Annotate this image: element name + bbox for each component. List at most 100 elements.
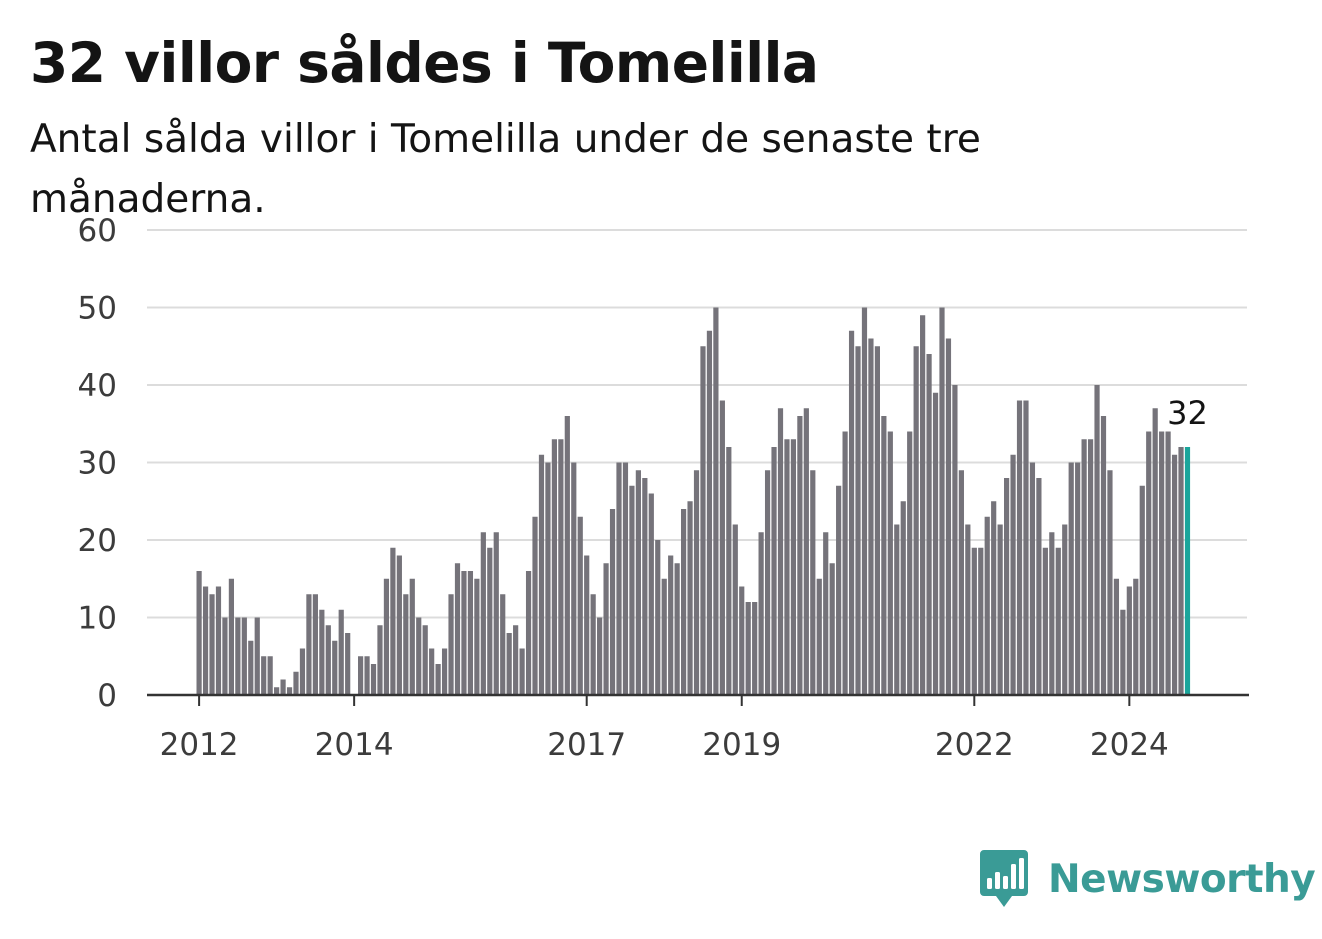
bar [584,555,590,695]
bar [655,540,661,695]
bar [674,563,680,695]
bar [519,648,525,695]
bar [454,563,461,695]
bar [364,656,370,695]
chart-title: 32 villor såldes i Tomelilla [30,31,819,95]
bar [1094,385,1100,695]
bar [1126,586,1132,695]
y-tick-label: 30 [78,446,117,482]
x-tick-label: 2022 [935,727,1014,763]
bar-chart: 0 10 20 30 40 50 60 2012 2014 2017 2019 2022 2024 3… [78,213,1249,763]
bar [448,594,454,695]
bar [842,431,848,695]
bar [422,625,428,695]
y-tick-label: 40 [78,368,117,404]
bar [1081,439,1087,695]
bar [370,664,377,695]
bar [1010,454,1016,695]
x-tick-label: 2017 [547,727,626,763]
bars [196,307,1191,695]
bar [551,439,557,695]
bar [700,346,706,695]
y-tick-label: 10 [78,601,117,637]
bar [493,532,499,695]
newsworthy-logo: Newsworthy [980,850,1316,908]
bar [913,346,919,695]
y-tick-label: 0 [97,678,117,714]
bar [525,571,532,695]
bar [1036,478,1042,695]
bar [306,594,312,695]
bar [280,679,286,695]
bar [668,555,674,695]
bar [235,617,241,695]
bar [1107,470,1113,695]
bar [338,609,344,695]
bar [286,687,293,695]
bar [874,346,880,695]
bar [274,687,280,695]
bar [797,416,803,695]
bar [894,524,900,695]
bar [971,547,977,695]
bar [997,524,1003,695]
bar [661,578,667,695]
chart-subtitle: Antal sålda villor i Tomelilla under de … [30,117,981,222]
bar [1068,462,1074,695]
bar [907,431,913,695]
bar-highlight [1184,447,1191,695]
bar [939,307,945,695]
x-tick-label: 2012 [160,727,239,763]
bar [293,671,299,695]
bar [215,586,222,695]
bar [222,617,228,695]
bar [1152,408,1158,695]
bar [1029,462,1036,695]
bar [713,307,719,695]
bar [345,633,351,695]
bar [209,594,215,695]
bar [538,454,545,695]
bar [461,571,467,695]
bar [545,462,551,695]
bar [726,447,732,695]
bar [467,571,474,695]
bar [513,625,519,695]
bar [706,330,713,695]
bar [435,664,441,695]
bar [920,315,926,695]
bar [564,416,570,695]
bar [396,555,402,695]
bar [739,586,745,695]
bar [506,633,512,695]
bar [777,408,784,695]
bar [480,532,486,695]
bar [319,609,325,695]
bar [681,509,687,695]
bar [1075,462,1081,695]
bar [609,509,616,695]
bar [1171,454,1178,695]
bar [377,625,383,695]
bar [1062,524,1068,695]
bar [500,594,506,695]
bar [261,656,267,695]
bar [1146,431,1152,695]
bar [1133,578,1139,695]
bar-chart-speech-bubble-icon [980,850,1028,907]
y-tick-label: 60 [78,213,117,249]
y-axis-ticks: 0 10 20 30 40 50 60 [78,213,117,714]
bar [487,547,493,695]
bar [752,602,758,695]
bar [228,578,234,695]
bar [409,578,415,695]
bar [965,524,971,695]
bar [991,501,997,695]
bar [248,640,254,695]
bar [474,578,480,695]
bar [390,547,396,695]
bar [790,439,797,695]
bar [945,338,952,695]
bar [648,493,654,695]
bar [597,617,603,695]
